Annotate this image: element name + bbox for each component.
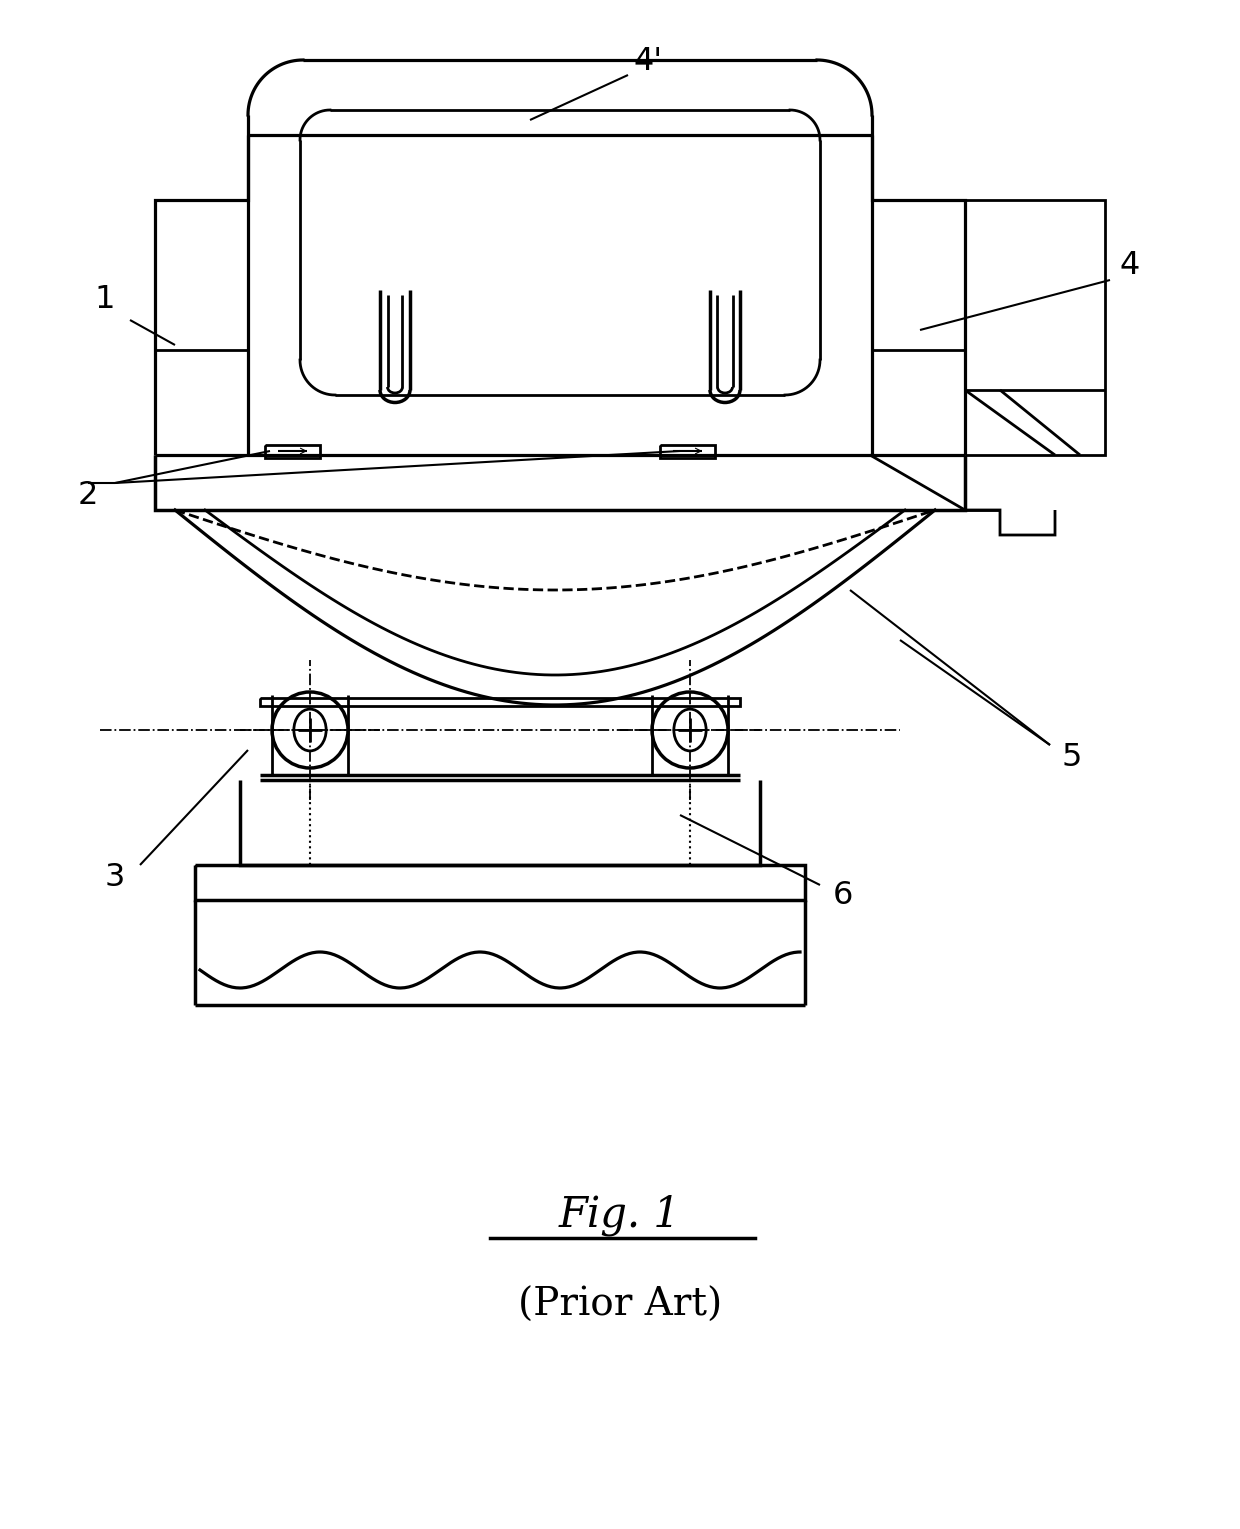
Text: (Prior Art): (Prior Art) [518, 1286, 722, 1324]
Text: 4: 4 [1120, 249, 1140, 280]
Text: 5: 5 [1061, 743, 1083, 774]
Text: 3: 3 [105, 862, 125, 893]
Text: 4': 4' [634, 46, 662, 78]
Text: 2: 2 [78, 480, 98, 511]
Text: 6: 6 [833, 879, 853, 910]
Text: Fig. 1: Fig. 1 [559, 1194, 681, 1235]
Text: 1: 1 [94, 284, 115, 315]
